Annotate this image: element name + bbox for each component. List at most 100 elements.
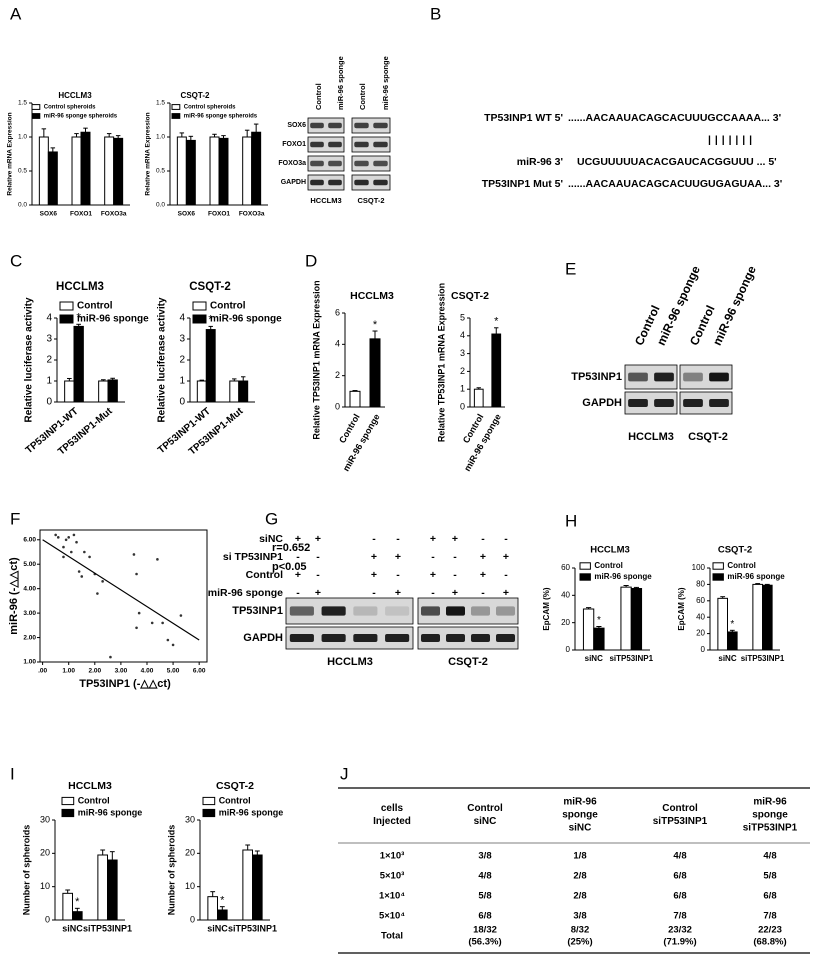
condition-sign: + (480, 569, 486, 581)
point (101, 580, 104, 583)
table-header: Control (467, 803, 503, 814)
band (310, 122, 324, 129)
band (709, 399, 729, 407)
point (109, 655, 112, 659)
condition-sign: - (453, 569, 457, 581)
point (88, 555, 91, 559)
bar (72, 911, 83, 921)
y-axis-label: Relative luciferase activity (157, 297, 168, 423)
blot-panel (285, 626, 414, 650)
y-tick-label: 60 (696, 596, 705, 605)
bar (207, 896, 218, 921)
point (166, 638, 170, 642)
chart-title: CSQT-2 (451, 290, 489, 302)
table-header: miR-96 (563, 797, 597, 808)
point (83, 550, 86, 554)
band (385, 634, 410, 642)
bar (620, 586, 632, 651)
y-tick-label: 6.00 (23, 536, 36, 543)
band (310, 160, 324, 167)
chart-title: HCCLM3 (350, 290, 394, 302)
y-tick-label: 3 (179, 334, 185, 345)
band (328, 160, 342, 167)
sequence: | | | | | | | (708, 134, 753, 146)
band (628, 399, 648, 407)
table-cell: 22/23 (758, 925, 782, 936)
point (135, 572, 138, 576)
chart-title: CSQT-2 (181, 91, 210, 100)
band (421, 606, 440, 616)
y-tick-label: 4 (335, 339, 340, 349)
legend-label: miR-96 sponge (78, 807, 143, 817)
x-axis-label: TP53INP1 (-△△ct) (79, 678, 171, 690)
blot-panel (307, 155, 345, 172)
bar (47, 151, 58, 206)
bar (97, 854, 108, 921)
bar (762, 584, 773, 651)
band (446, 606, 465, 616)
band (683, 372, 703, 382)
annotation: p<0.05 (272, 561, 307, 573)
table-cell: 6/8 (478, 911, 491, 922)
fit-line (42, 539, 200, 641)
x-tick-label: FOXO1 (208, 211, 230, 218)
significance-mark: * (208, 313, 213, 327)
x-tick-label: 6.00 (193, 668, 206, 675)
bar (209, 136, 220, 206)
band (354, 122, 369, 129)
panel-label: J (340, 764, 349, 783)
x-tick-label: 4.00 (141, 668, 154, 675)
bar (176, 136, 187, 206)
x-tick-label: SOX6 (40, 211, 58, 218)
y-axis-label: Relative TP53INP1 mRNA Expression (436, 283, 446, 442)
condition-sign: - (396, 569, 400, 581)
y-tick-label: 1.00 (23, 659, 36, 666)
table-cell: Total (381, 931, 403, 942)
bar (630, 588, 643, 651)
bar (107, 379, 118, 403)
condition-sign: - (372, 587, 376, 599)
table-cell: 3/8 (478, 851, 491, 862)
condition-sign: - (504, 569, 508, 581)
significance-mark: * (76, 310, 81, 324)
y-axis-label: EpCAM (%) (677, 587, 686, 630)
band (328, 179, 342, 186)
x-tick-label: siTP53INP1 (83, 923, 132, 933)
band (654, 372, 674, 382)
y-tick-label: 0.5 (156, 168, 165, 175)
legend-label: miR-96 sponge spheroids (44, 114, 118, 120)
y-tick-label: 6 (335, 307, 340, 317)
bar (64, 380, 75, 403)
band (654, 399, 674, 407)
y-tick-label: 30 (40, 814, 50, 824)
chart-title: HCCLM3 (590, 545, 630, 556)
significance-mark: * (494, 316, 499, 328)
condition-sign: - (316, 551, 320, 563)
legend-swatch (61, 796, 75, 806)
table-cell: 5×10⁴ (379, 911, 405, 922)
table-cell: 1×10³ (380, 851, 405, 862)
blot-row-label: GAPDH (281, 179, 306, 186)
legend-swatch (31, 104, 41, 110)
blot-row-label: FOXO3a (278, 160, 306, 167)
band (628, 372, 648, 382)
band (354, 141, 369, 148)
significance-mark: * (75, 896, 80, 908)
point (171, 643, 175, 647)
point (75, 540, 78, 544)
condition-sign: + (452, 533, 458, 545)
y-tick-label: 1 (460, 384, 465, 394)
legend-swatch (712, 562, 724, 570)
y-tick-label: 4 (46, 313, 52, 324)
x-tick-label: siTP53INP1 (741, 654, 785, 663)
y-tick-label: 20 (696, 629, 705, 638)
point (54, 533, 57, 537)
bar (593, 627, 605, 651)
y-tick-label: 20 (561, 618, 570, 627)
table-cell: 4/8 (673, 851, 686, 862)
table-cell: 18/32 (473, 925, 497, 936)
blot-panel (351, 155, 391, 172)
blot-panel (307, 174, 345, 191)
y-axis-label: miR-96 (-△△ct) (8, 557, 20, 635)
